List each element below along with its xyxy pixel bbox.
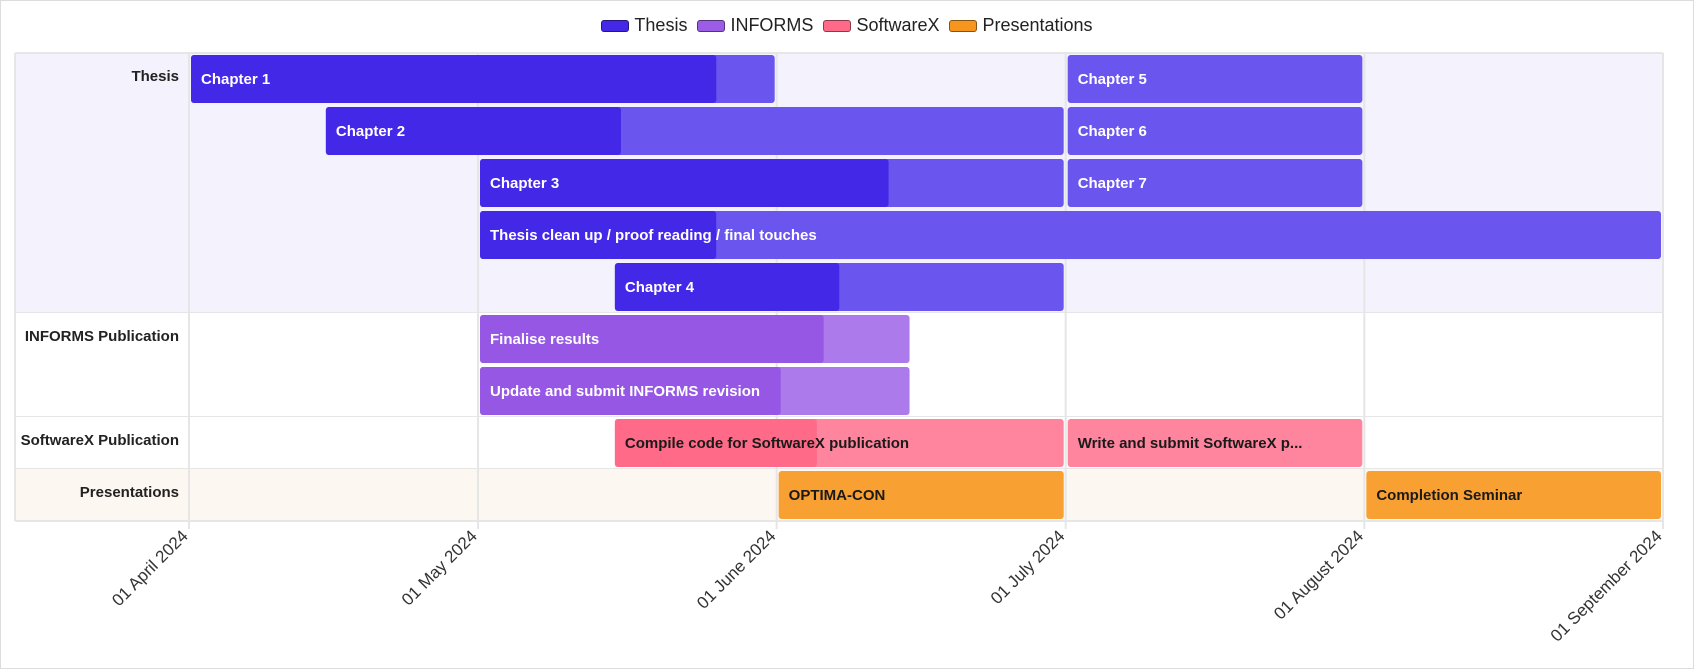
task-label: Chapter 3	[490, 175, 559, 192]
group-label: INFORMS Publication	[25, 328, 179, 345]
x-tick-label: 01 September 2024	[1547, 526, 1666, 645]
group-label: SoftwareX Publication	[21, 432, 179, 449]
task-label: Finalise results	[490, 331, 599, 348]
x-tick-label: 01 June 2024	[693, 526, 779, 612]
task-label: Write and submit SoftwareX p...	[1078, 435, 1303, 452]
task-label: Compile code for SoftwareX publication	[625, 435, 909, 452]
task-label: Chapter 2	[336, 123, 405, 140]
task-label: OPTIMA-CON	[789, 487, 886, 504]
task-label: Chapter 7	[1078, 175, 1147, 192]
task-label: Completion Seminar	[1376, 487, 1522, 504]
task-label: Chapter 1	[201, 71, 270, 88]
task-label: Chapter 5	[1078, 71, 1147, 88]
group-label: Presentations	[80, 484, 179, 501]
x-tick-label: 01 August 2024	[1270, 526, 1367, 623]
task-label: Chapter 4	[625, 279, 695, 296]
x-tick-label: 01 July 2024	[987, 526, 1069, 608]
task-label: Update and submit INFORMS revision	[490, 383, 760, 400]
task-label: Chapter 6	[1078, 123, 1147, 140]
x-tick-label: 01 May 2024	[398, 526, 481, 609]
group-label: Thesis	[131, 68, 179, 85]
x-tick-label: 01 April 2024	[108, 526, 192, 610]
task-label: Thesis clean up / proof reading / final …	[490, 227, 817, 244]
